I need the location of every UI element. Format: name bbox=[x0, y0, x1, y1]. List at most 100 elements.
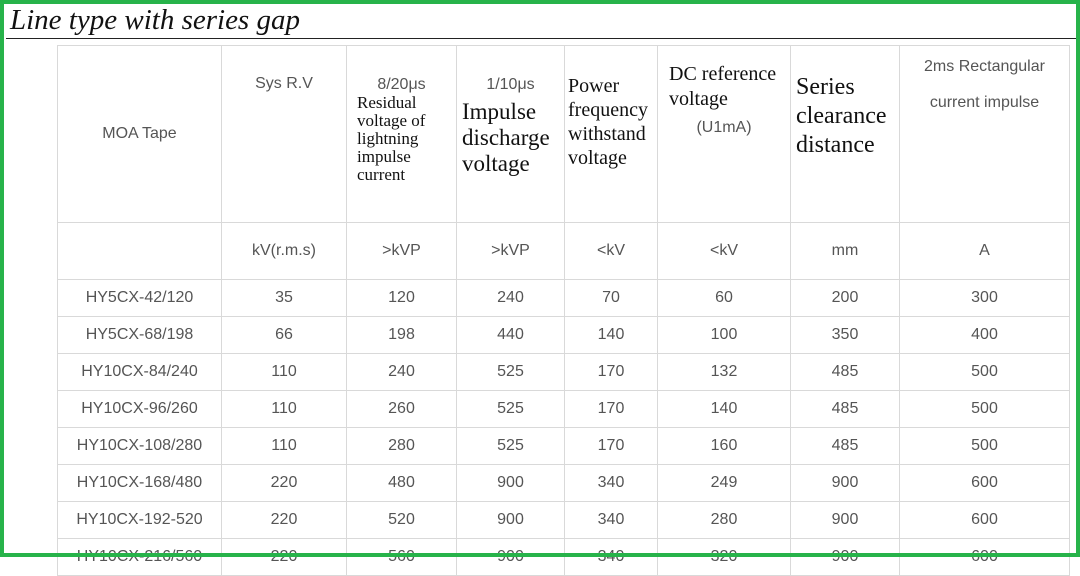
dc-ref-cell: 100 bbox=[657, 316, 791, 354]
title-divider bbox=[6, 38, 1076, 39]
table-row: HY10CX-108/280 110 280 525 170 160 485 500 bbox=[57, 427, 1070, 465]
power-freq-cell: 70 bbox=[564, 279, 658, 317]
residual-voltage-cell: 560 bbox=[346, 538, 457, 576]
sys-rv-cell: 220 bbox=[221, 501, 347, 539]
residual-voltage-cell: 260 bbox=[346, 390, 457, 428]
header-residual-cell: 8/20μs Residual voltage of lightning imp… bbox=[346, 45, 457, 223]
sys-rv-cell: 110 bbox=[221, 353, 347, 391]
power-freq-cell: 340 bbox=[564, 501, 658, 539]
model-cell: HY5CX-42/120 bbox=[57, 279, 222, 317]
impulse-discharge-cell: 525 bbox=[456, 390, 565, 428]
series-clearance-cell: 900 bbox=[790, 538, 900, 576]
header-residual-wave: 8/20μs bbox=[377, 76, 426, 93]
table-body: HY5CX-42/120 35 120 240 70 60 200 300 HY5CX-68/1… bbox=[57, 279, 1070, 576]
header-dc-ref-cell: DC reference voltage (U1mA) bbox=[657, 45, 791, 223]
table-row: HY10CX-192-520 220 520 900 340 280 900 600 bbox=[57, 501, 1070, 539]
dc-ref-cell: 320 bbox=[657, 538, 791, 576]
sys-rv-cell: 220 bbox=[221, 538, 347, 576]
sys-rv-cell: 110 bbox=[221, 427, 347, 465]
dc-ref-cell: 132 bbox=[657, 353, 791, 391]
power-freq-cell: 170 bbox=[564, 353, 658, 391]
residual-voltage-cell: 520 bbox=[346, 501, 457, 539]
header-impulse-cell: 1/10μs Impulse discharge voltage bbox=[456, 45, 565, 223]
unit-cell: >kVP bbox=[346, 222, 457, 280]
series-clearance-cell: 900 bbox=[790, 501, 900, 539]
header-dc-ref: DC reference voltage bbox=[669, 63, 777, 110]
rect-current-cell: 600 bbox=[899, 538, 1070, 576]
header-sys-rv: Sys R.V bbox=[255, 75, 313, 92]
header-rect-top: 2ms Rectangular bbox=[924, 58, 1045, 75]
table-row: HY5CX-68/198 66 198 440 140 100 350 400 bbox=[57, 316, 1070, 354]
unit-cell: <kV bbox=[657, 222, 791, 280]
rect-current-cell: 600 bbox=[899, 464, 1070, 502]
rect-current-cell: 400 bbox=[899, 316, 1070, 354]
table-row: HY10CX-84/240 110 240 525 170 132 485 500 bbox=[57, 353, 1070, 391]
header-residual-label: Residual voltage of lightning impulse cu… bbox=[357, 93, 426, 184]
header-rect-sub: current impulse bbox=[929, 94, 1040, 111]
power-freq-cell: 140 bbox=[564, 316, 658, 354]
residual-voltage-cell: 480 bbox=[346, 464, 457, 502]
rect-current-cell: 500 bbox=[899, 390, 1070, 428]
power-freq-cell: 340 bbox=[564, 464, 658, 502]
rect-current-cell: 600 bbox=[899, 501, 1070, 539]
unit-cell: kV(r.m.s) bbox=[221, 222, 347, 280]
dc-ref-cell: 160 bbox=[657, 427, 791, 465]
header-row: MOA Tape Sys R.V 8/20μs Residual voltage… bbox=[57, 45, 1070, 223]
rect-current-cell: 300 bbox=[899, 279, 1070, 317]
header-model: MOA Tape bbox=[102, 125, 177, 142]
series-clearance-cell: 350 bbox=[790, 316, 900, 354]
header-sys-rv-cell: Sys R.V bbox=[221, 45, 347, 223]
header-impulse-label: Impulse discharge voltage bbox=[462, 99, 550, 176]
model-cell: HY10CX-216/560 bbox=[57, 538, 222, 576]
dc-ref-cell: 249 bbox=[657, 464, 791, 502]
impulse-discharge-cell: 525 bbox=[456, 353, 565, 391]
model-cell: HY5CX-68/198 bbox=[57, 316, 222, 354]
rect-current-cell: 500 bbox=[899, 427, 1070, 465]
model-cell: HY10CX-96/260 bbox=[57, 390, 222, 428]
header-power-freq: Power frequency withstand voltage bbox=[568, 75, 648, 169]
residual-voltage-cell: 120 bbox=[346, 279, 457, 317]
unit-cell: <kV bbox=[564, 222, 658, 280]
table-row: HY5CX-42/120 35 120 240 70 60 200 300 bbox=[57, 279, 1070, 317]
page-title: Line type with series gap bbox=[10, 4, 300, 36]
header-impulse-wave: 1/10μs bbox=[486, 76, 535, 93]
power-freq-cell: 340 bbox=[564, 538, 658, 576]
header-series-clearance: Series clearance distance bbox=[796, 74, 887, 158]
unit-cell: A bbox=[899, 222, 1070, 280]
header-dc-ref-sub: (U1mA) bbox=[696, 119, 752, 136]
impulse-discharge-cell: 900 bbox=[456, 501, 565, 539]
model-cell: HY10CX-192-520 bbox=[57, 501, 222, 539]
series-clearance-cell: 900 bbox=[790, 464, 900, 502]
series-clearance-cell: 200 bbox=[790, 279, 900, 317]
power-freq-cell: 170 bbox=[564, 427, 658, 465]
unit-cell-empty bbox=[57, 222, 222, 280]
unit-cell: mm bbox=[790, 222, 900, 280]
impulse-discharge-cell: 900 bbox=[456, 464, 565, 502]
dc-ref-cell: 280 bbox=[657, 501, 791, 539]
series-clearance-cell: 485 bbox=[790, 353, 900, 391]
series-clearance-cell: 485 bbox=[790, 427, 900, 465]
residual-voltage-cell: 198 bbox=[346, 316, 457, 354]
residual-voltage-cell: 280 bbox=[346, 427, 457, 465]
dc-ref-cell: 60 bbox=[657, 279, 791, 317]
header-series-clearance-cell: Series clearance distance bbox=[790, 45, 900, 223]
unit-cell: >kVP bbox=[456, 222, 565, 280]
header-model-cell: MOA Tape bbox=[57, 45, 222, 223]
sys-rv-cell: 35 bbox=[221, 279, 347, 317]
model-cell: HY10CX-108/280 bbox=[57, 427, 222, 465]
sys-rv-cell: 220 bbox=[221, 464, 347, 502]
model-cell: HY10CX-168/480 bbox=[57, 464, 222, 502]
table-row: HY10CX-96/260 110 260 525 170 140 485 500 bbox=[57, 390, 1070, 428]
table-row: HY10CX-216/560 220 560 900 340 320 900 600 bbox=[57, 538, 1070, 576]
power-freq-cell: 170 bbox=[564, 390, 658, 428]
unit-row: kV(r.m.s) >kVP >kVP <kV <kV mm A bbox=[57, 222, 1070, 280]
series-clearance-cell: 485 bbox=[790, 390, 900, 428]
impulse-discharge-cell: 240 bbox=[456, 279, 565, 317]
table-row: HY10CX-168/480 220 480 900 340 249 900 600 bbox=[57, 464, 1070, 502]
residual-voltage-cell: 240 bbox=[346, 353, 457, 391]
sys-rv-cell: 66 bbox=[221, 316, 347, 354]
impulse-discharge-cell: 440 bbox=[456, 316, 565, 354]
spec-table: MOA Tape Sys R.V 8/20μs Residual voltage… bbox=[57, 45, 1070, 576]
sys-rv-cell: 110 bbox=[221, 390, 347, 428]
impulse-discharge-cell: 525 bbox=[456, 427, 565, 465]
